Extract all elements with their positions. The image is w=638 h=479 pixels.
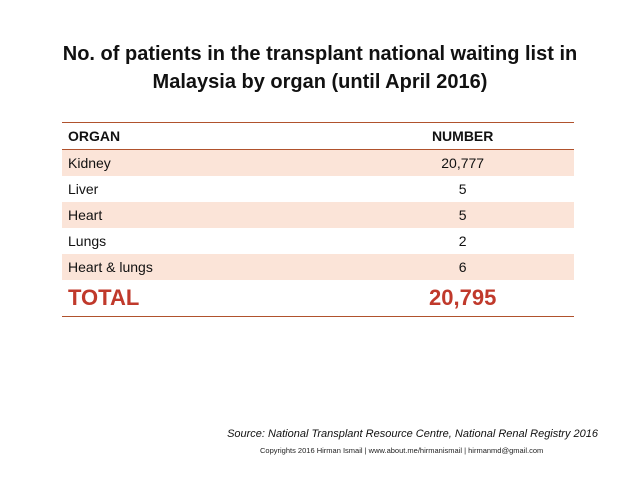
- table-header-row: ORGAN NUMBER: [62, 122, 574, 150]
- waiting-list-table: ORGAN NUMBER Kidney 20,777 Liver 5 Heart…: [62, 122, 574, 317]
- table-row: Kidney 20,777: [62, 149, 574, 176]
- number-cell: 20,777: [345, 149, 574, 176]
- organ-cell: Heart & lungs: [62, 254, 346, 280]
- header-organ: ORGAN: [62, 122, 346, 150]
- page-title: No. of patients in the transplant nation…: [40, 40, 600, 96]
- organ-cell: Liver: [68, 181, 99, 197]
- source-note: Source: National Transplant Resource Cen…: [227, 428, 598, 440]
- title-line-2: Malaysia by organ (until April 2016): [152, 71, 488, 93]
- table-row: Heart & lungs 6: [62, 254, 574, 280]
- table-row: Lungs 2: [62, 228, 574, 254]
- organ-cell: Kidney: [62, 149, 346, 176]
- total-number: 20,795: [345, 280, 574, 317]
- organ-cell: Lungs: [68, 233, 107, 249]
- table-row: Heart 5: [62, 202, 574, 228]
- copyright-note: Copyrights 2016 Hirman Ismail | www.abou…: [260, 446, 544, 455]
- organ-cell: Heart: [62, 202, 346, 228]
- title-line-1: No. of patients in the transplant nation…: [62, 43, 578, 65]
- number-cell: 2: [458, 233, 467, 249]
- number-cell: 6: [345, 254, 574, 280]
- table-row: Liver 5: [62, 176, 574, 202]
- header-number: NUMBER: [345, 122, 574, 150]
- total-label: TOTAL: [62, 280, 346, 317]
- number-cell: 5: [345, 202, 574, 228]
- number-cell: 5: [458, 181, 467, 197]
- total-row: TOTAL 20,795: [62, 280, 574, 317]
